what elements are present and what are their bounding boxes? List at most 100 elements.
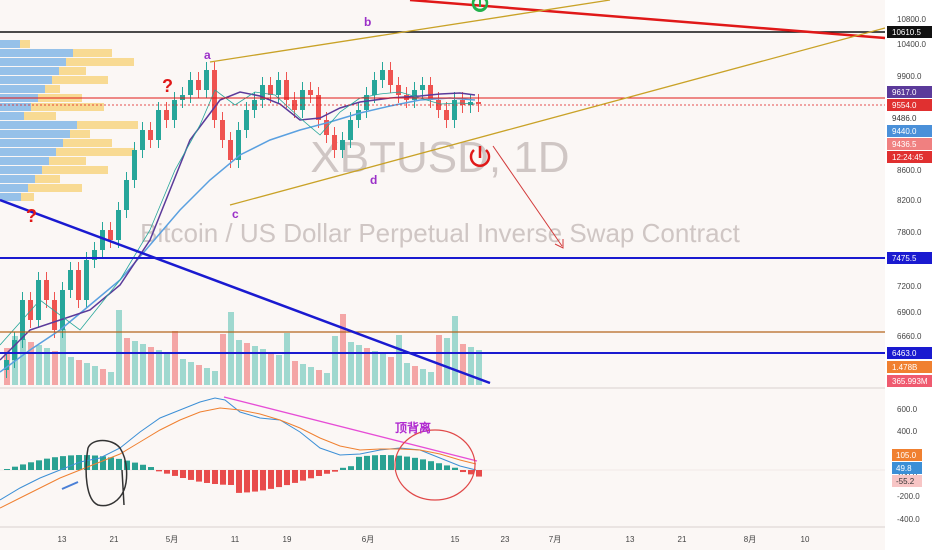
macd-hist-bar: [356, 456, 362, 470]
profile-bar-down: [28, 184, 82, 192]
macd-axis-tick: 400.0: [897, 427, 918, 436]
volume-bar: [76, 360, 82, 385]
candle-body: [108, 230, 113, 240]
profile-bar-down: [20, 40, 30, 48]
candle-body: [308, 90, 313, 95]
volume-bar: [356, 345, 362, 385]
candle-body: [28, 300, 33, 320]
candle-body: [292, 100, 297, 110]
candle-body: [100, 230, 105, 250]
volume-bar: [172, 331, 178, 385]
macd-hist-bar: [108, 457, 114, 470]
time-axis[interactable]: 13 21 5月 11 19 6月 15 23 7月 13 21 8月 10: [58, 535, 810, 544]
volume-bar: [284, 333, 290, 385]
macd-hist-bar: [12, 466, 18, 470]
volume-bar: [28, 342, 34, 385]
volume-bar: [188, 362, 194, 385]
macd-hist-tag: -55.2: [892, 475, 922, 487]
profile-bar-down: [45, 85, 60, 93]
volume-bar: [268, 352, 274, 385]
volume-bar: [276, 355, 282, 385]
volume-bar: [412, 366, 418, 385]
time-axis-label: 13: [626, 535, 635, 544]
candle-body: [188, 80, 193, 95]
candle-body: [92, 250, 97, 260]
time-axis-label: 15: [451, 535, 460, 544]
ema-tag-text: 9486.0: [892, 114, 917, 123]
price-axis-tick: 10800.0: [897, 15, 926, 24]
channel-upper-line[interactable]: [209, 0, 611, 63]
candle-body: [268, 85, 273, 95]
candle-body: [452, 100, 457, 120]
wave-label-c: c: [232, 207, 239, 221]
red-trendline[interactable]: [409, 0, 886, 40]
volume-bar: [388, 357, 394, 385]
profile-bar-down: [56, 148, 134, 156]
projection-arrow[interactable]: [492, 145, 563, 247]
wave-label-b: b: [364, 15, 371, 29]
price-axis-tick: 6660.0: [897, 332, 922, 341]
profile-bar-up: [0, 103, 31, 111]
volume-bar: [140, 344, 146, 385]
macd-hist-bar: [220, 470, 226, 485]
volume-bar: [92, 366, 98, 385]
candle-body: [12, 340, 17, 360]
candle-body: [84, 260, 89, 300]
volume-bar: [396, 335, 402, 385]
close-tag-text: 9436.5: [892, 140, 917, 149]
countdown-tag-text: 12:24:45: [892, 153, 924, 162]
candle-body: [388, 70, 393, 85]
candlesticks: [4, 62, 481, 378]
macd-hist-bar: [100, 456, 106, 470]
price-axis-tick: 8600.0: [897, 166, 922, 175]
last-price-tag-text: 9554.0: [892, 101, 917, 110]
sma-tag-text: 9440.0: [892, 127, 917, 136]
profile-bar-up: [0, 121, 77, 129]
support-2-tag: 6463.0: [887, 347, 932, 359]
volume-bar: [204, 368, 210, 385]
profile-bar-up: [0, 112, 24, 120]
candle-body: [236, 130, 241, 160]
ma-tag: 9617.0: [887, 86, 932, 98]
profile-bar-down: [35, 175, 60, 183]
channel-lower-line[interactable]: [229, 27, 886, 206]
profile-bar-down: [52, 76, 108, 84]
volume-bar: [124, 338, 130, 385]
macd-hist-bar: [124, 460, 130, 470]
macd-hist-bar: [44, 458, 50, 470]
macd-hist-bar: [396, 455, 402, 470]
macd-signal-line: [0, 407, 477, 509]
volume-tag-text: 365.993M: [892, 377, 928, 386]
volume-bar: [444, 338, 450, 385]
candle-body: [284, 80, 289, 100]
macd-hist-bar: [244, 470, 250, 493]
macd-axis[interactable]: 600.0 400.0 200.0 -200.0 -400.0: [897, 405, 920, 524]
candle-body: [68, 270, 73, 290]
candle-body: [460, 100, 465, 105]
support-1-tag: 7475.5: [887, 252, 932, 264]
descending-trendline[interactable]: [0, 198, 491, 385]
macd-hist-bar: [140, 464, 146, 470]
question-mark-1: ?: [162, 76, 173, 96]
profile-bar-up: [0, 148, 56, 156]
volume-bar: [52, 351, 58, 385]
volume-bar: [292, 361, 298, 385]
volume-bar: [364, 348, 370, 385]
candle-body: [412, 90, 417, 100]
price-axis[interactable]: 10800.0 10400.0 9900.0 8600.0 8200.0 7800.0 72…: [897, 15, 926, 341]
candle-body: [364, 95, 369, 110]
wave-label-d: d: [370, 173, 377, 187]
divergence-line[interactable]: [223, 396, 478, 462]
candle-body: [156, 110, 161, 140]
candle-body: [76, 270, 81, 300]
macd-hist-bar: [236, 470, 242, 493]
profile-bar-up: [0, 49, 73, 57]
ema-tag: 9486.0: [887, 112, 932, 124]
close-tag: 9436.5: [887, 138, 932, 150]
time-axis-label: 6月: [362, 535, 374, 544]
time-axis-label: 21: [678, 535, 687, 544]
candle-body: [132, 150, 137, 180]
support-2-tag-text: 6463.0: [892, 349, 917, 358]
volume-bar: [468, 347, 474, 385]
